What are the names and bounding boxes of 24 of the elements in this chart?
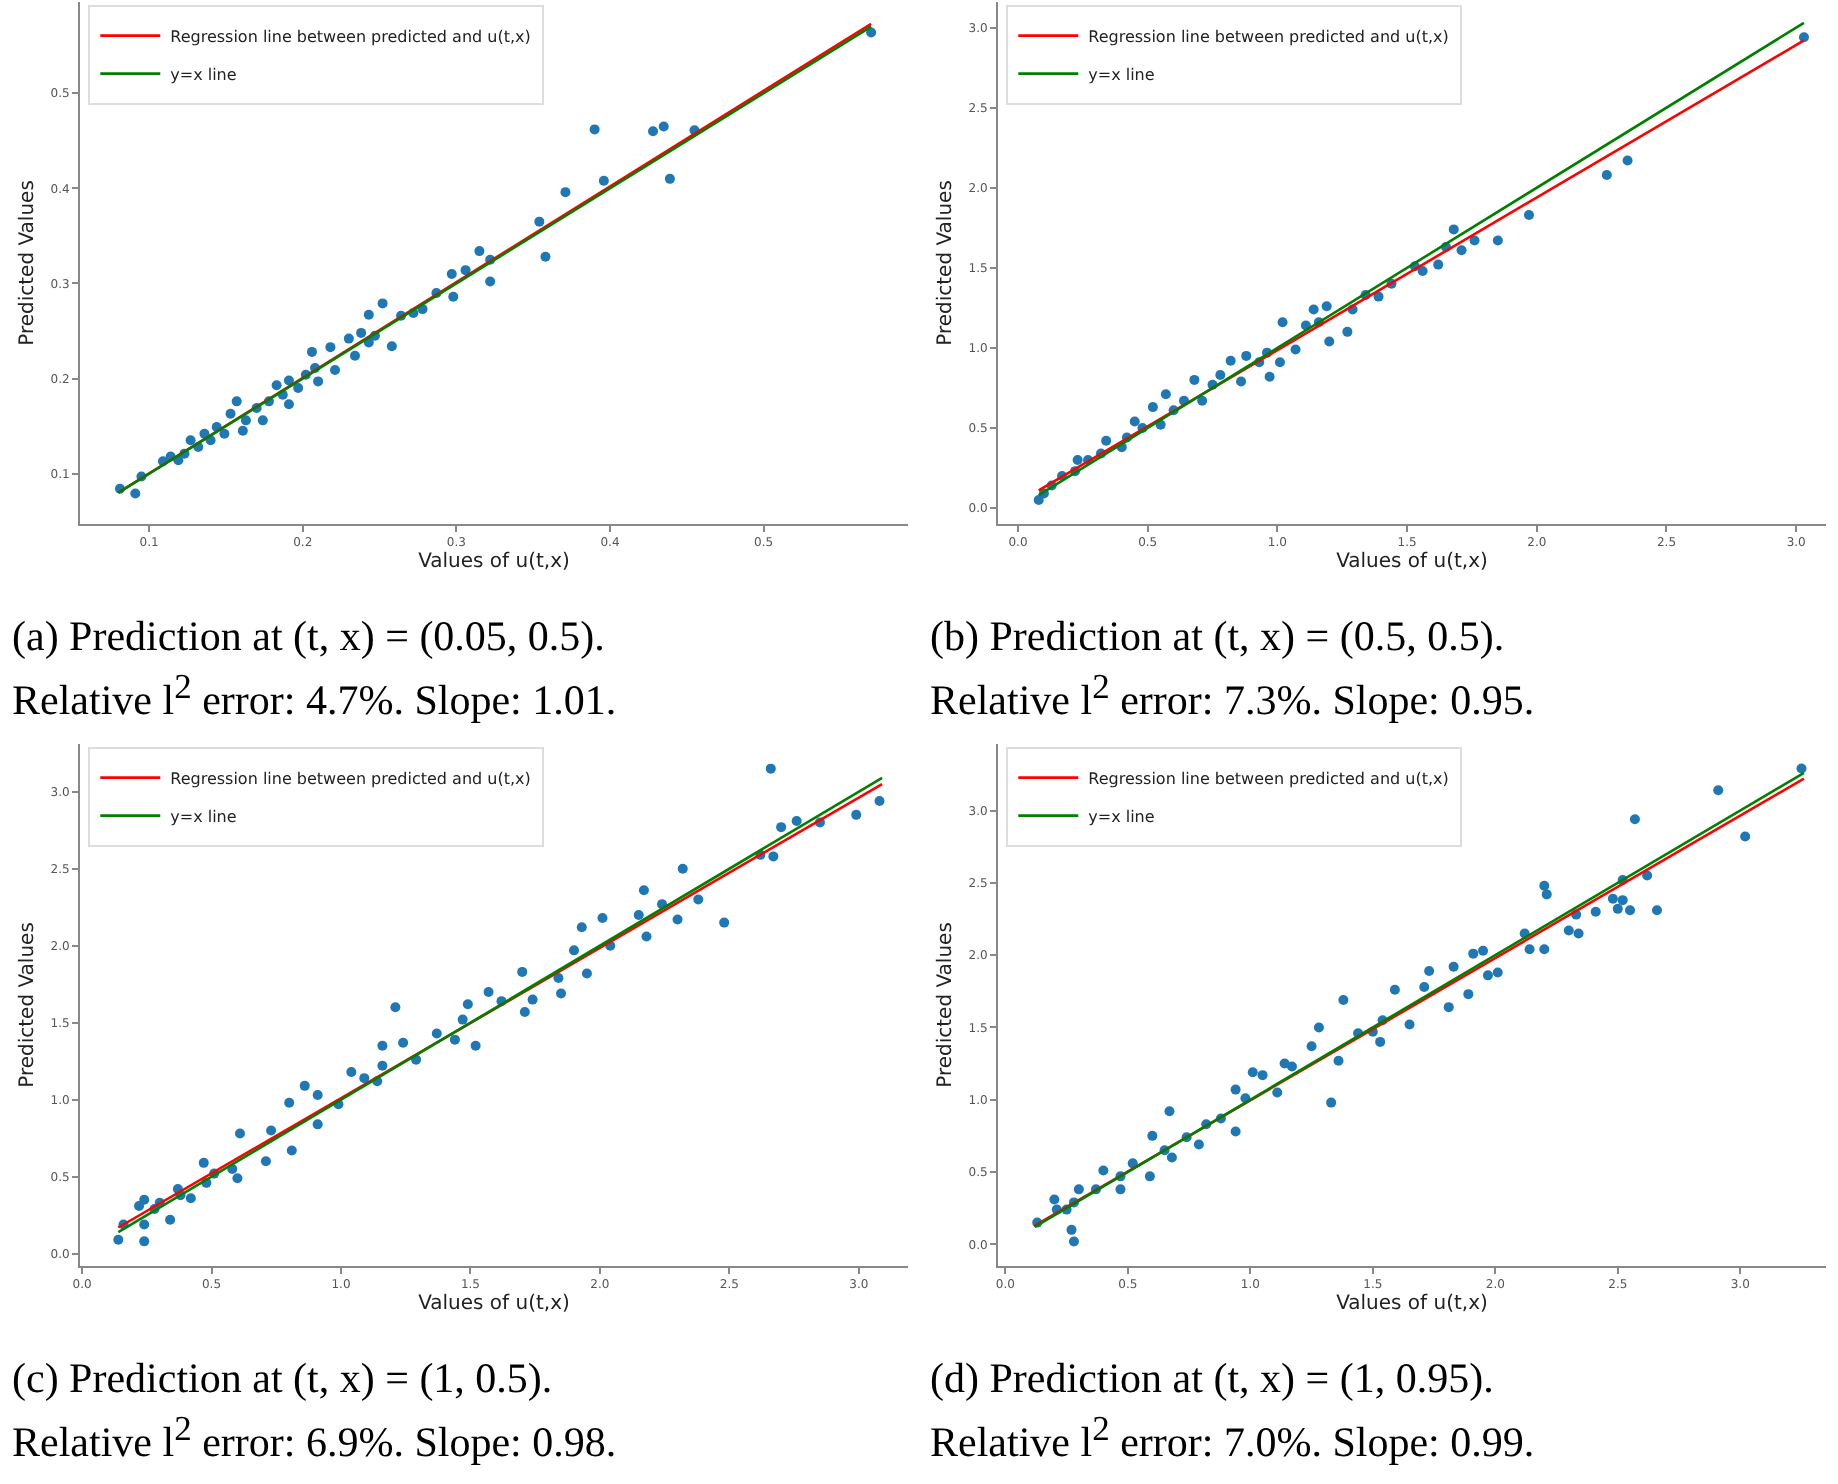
legend-label: y=x line (170, 807, 237, 826)
text: Relative l$^{2}$ error: 4.7%. Slope: 1.01. (12, 664, 619, 726)
text: (d) Prediction at (t, x) = (1, 0.95). (930, 1354, 1496, 1404)
legend-label: Regression line between predicted and u(t,x) (1088, 769, 1449, 788)
y-axis-title: Predicted Values (16, 922, 39, 1088)
text: (a) Prediction at (t, x) = (0.05, 0.5). (12, 612, 607, 662)
text: (b) Prediction at (t, x) = (0.5, 0.5). (930, 612, 1507, 662)
text: Relative l$^{2}$ error: 7.3%. Slope: 0.95. (930, 664, 1537, 726)
legend-label: y=x line (1088, 65, 1155, 84)
text: (c) Prediction at (t, x) = (1, 0.5). (12, 1354, 555, 1404)
x-axis-title: Values of u(t,x) (418, 1293, 571, 1316)
legend-label: Regression line between predicted and u(t,x) (170, 769, 531, 788)
y-axis-title: Predicted Values (934, 180, 957, 346)
legend-label: Regression line between predicted and u(t,x) (170, 27, 531, 46)
y-axis-title: Predicted Values (16, 180, 39, 346)
text: Relative l$^{2}$ error: 7.0%. Slope: 0.99. (930, 1406, 1537, 1468)
legend-label: y=x line (170, 65, 237, 84)
x-axis-title: Values of u(t,x) (418, 551, 571, 574)
x-axis-title: Values of u(t,x) (1336, 551, 1489, 574)
y-axis-title: Predicted Values (934, 922, 957, 1088)
x-axis-title: Values of u(t,x) (1336, 1293, 1489, 1316)
legend-label: Regression line between predicted and u(t,x) (1088, 27, 1449, 46)
text: Relative l$^{2}$ error: 6.9%. Slope: 0.98. (12, 1406, 619, 1468)
legend-label: y=x line (1088, 807, 1155, 826)
